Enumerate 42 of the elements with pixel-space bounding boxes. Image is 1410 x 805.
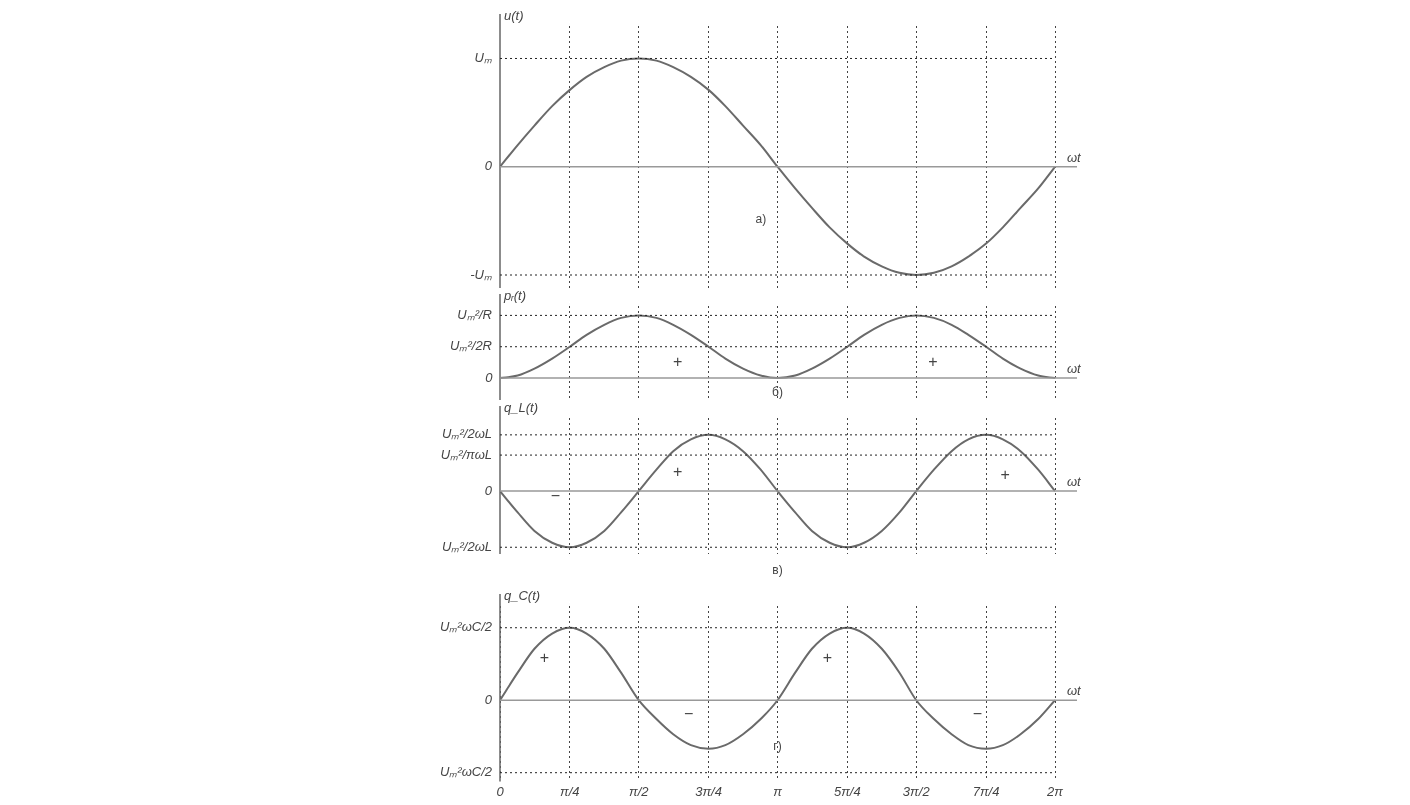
annotation: − bbox=[972, 705, 982, 723]
ref-line-label: 0 bbox=[484, 691, 493, 707]
ref-line-label: -Uₘ bbox=[470, 266, 492, 282]
ref-line-label: 0 bbox=[484, 482, 493, 498]
x-tick-label: π/2 bbox=[628, 783, 650, 799]
x-axis-title: ωt bbox=[1067, 474, 1083, 490]
ref-line-label: Uₘ²/R bbox=[457, 307, 492, 323]
ref-line-label: Uₘ²/2R bbox=[450, 338, 492, 354]
x-axis-title: ωt bbox=[1067, 683, 1083, 699]
x-tick-label: 5π/4 bbox=[833, 783, 861, 799]
ref-line-label: Uₘ²/2ωL bbox=[442, 426, 492, 442]
annotation: а) bbox=[755, 212, 767, 227]
x-axis-title: ωt bbox=[1067, 361, 1083, 377]
annotation: + bbox=[928, 352, 938, 370]
y-axis-title: pᵣ(t) bbox=[503, 288, 526, 304]
x-tick-label: 0 bbox=[496, 783, 505, 799]
annotation: + bbox=[672, 462, 683, 480]
x-axis-title: ωt bbox=[1067, 149, 1083, 165]
ref-line-label: Uₘ²ωC/2 bbox=[439, 764, 493, 780]
text: в) bbox=[772, 562, 783, 577]
annotation: + bbox=[672, 352, 683, 370]
y-axis-title: q_L(t) bbox=[504, 400, 538, 416]
x-tick-label: 7π/4 bbox=[972, 783, 1000, 799]
x-tick-label: π bbox=[773, 783, 783, 799]
annotation: + bbox=[822, 649, 833, 667]
ref-line-label: 0 bbox=[484, 158, 493, 174]
ref-line-label: Uₘ²/2ωL bbox=[442, 538, 492, 554]
x-tick-label: 3π/4 bbox=[695, 783, 722, 799]
x-tick-label: π/4 bbox=[560, 783, 580, 799]
annotation: г) bbox=[773, 738, 782, 753]
annotation: + bbox=[1000, 465, 1010, 483]
ref-line-label: Uₘ²/πωL bbox=[440, 446, 492, 462]
y-axis-title: q_C(t) bbox=[504, 588, 541, 604]
annotation: + bbox=[539, 649, 550, 667]
text: 0 bbox=[485, 369, 494, 385]
annotation: − bbox=[550, 487, 561, 505]
x-tick-label: 3π/2 bbox=[902, 783, 931, 799]
annotation: − bbox=[684, 705, 694, 723]
ref-line-label: Uₘ bbox=[474, 50, 492, 66]
x-tick-label: 2π bbox=[1046, 783, 1064, 799]
y-axis-title: u(t) bbox=[504, 8, 524, 24]
ref-line-label: Uₘ²ωC/2 bbox=[439, 619, 493, 635]
